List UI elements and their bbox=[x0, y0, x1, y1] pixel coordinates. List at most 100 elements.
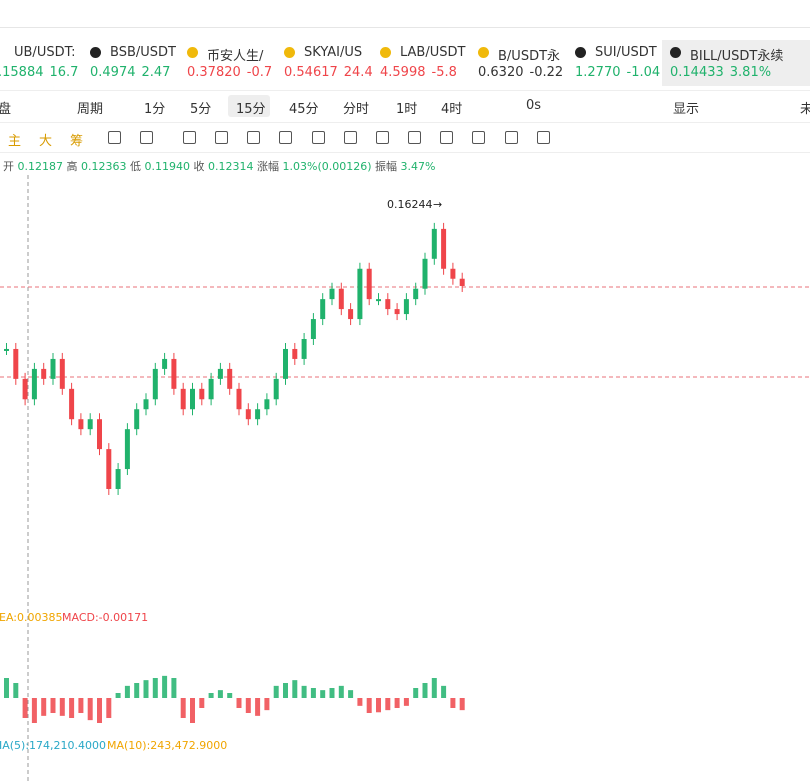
macd-bar bbox=[385, 698, 391, 711]
tool-icon[interactable] bbox=[215, 131, 228, 144]
tool-icon[interactable] bbox=[108, 131, 121, 144]
candle bbox=[217, 368, 223, 379]
toolbar-item[interactable]: 显示 bbox=[673, 102, 700, 117]
ticker-quote: 0.54617 24.4 bbox=[284, 65, 372, 80]
ma5-label: IA(5):174,210.4000 bbox=[0, 739, 106, 752]
ticker-tab[interactable]: UB/USDT: .15884 16.7 bbox=[0, 30, 86, 90]
macd-bar bbox=[376, 698, 381, 713]
ticker-change: -5.8 bbox=[431, 65, 457, 80]
macd-bar bbox=[310, 688, 316, 698]
macd-bar bbox=[301, 685, 307, 698]
ticker-tab[interactable]: SKYAI/US 0.54617 24.4 bbox=[284, 30, 372, 90]
ticker-tab[interactable]: SUI/USDT 1.2770 -1.04 bbox=[575, 30, 660, 90]
label: 收 bbox=[193, 160, 205, 173]
value: 0.12187 bbox=[17, 160, 64, 173]
macd-bar bbox=[115, 693, 121, 698]
tool-item[interactable]: 主 bbox=[8, 134, 22, 149]
value: 3.47% bbox=[400, 160, 436, 173]
ticker-name: SUI/USDT bbox=[595, 45, 657, 60]
macd-bar bbox=[152, 678, 158, 698]
candle bbox=[422, 258, 428, 289]
candle bbox=[338, 288, 344, 310]
tool-item[interactable]: 筹 bbox=[70, 134, 84, 149]
macd-bar bbox=[59, 698, 65, 716]
macd-bar bbox=[273, 685, 279, 698]
tool-item[interactable]: 大 bbox=[39, 134, 53, 149]
toolbar-item[interactable]: 分时 bbox=[343, 102, 370, 117]
ticker-name: BILL/USDT永续 bbox=[690, 49, 784, 64]
divider bbox=[0, 27, 810, 28]
tool-icon[interactable] bbox=[376, 131, 389, 144]
toolbar-item[interactable]: 0s bbox=[526, 98, 542, 113]
ticker-price: 0.4974 bbox=[90, 65, 136, 80]
tool-icon[interactable] bbox=[247, 131, 260, 144]
divider bbox=[0, 122, 810, 123]
macd-bar bbox=[366, 698, 372, 713]
tool-icon[interactable] bbox=[312, 131, 325, 144]
candle bbox=[106, 449, 112, 489]
label: 高 bbox=[66, 160, 78, 173]
candle bbox=[357, 268, 363, 320]
ticker-change: -0.7 bbox=[246, 65, 273, 80]
toolbar-item[interactable]: 周期 bbox=[77, 102, 104, 117]
macd-bar bbox=[134, 683, 140, 698]
ticker-change: 24.4 bbox=[343, 65, 372, 80]
ticker-tab[interactable]: 币安人生/0.37820 -0.7 bbox=[187, 30, 277, 90]
ohlc-info: 开 0.12187 高 0.12363 低 0.11940 收 0.12314 … bbox=[3, 158, 435, 174]
macd-bar bbox=[31, 698, 37, 723]
macd-bar bbox=[106, 698, 112, 718]
ticker-quote: 0.6320 -0.22 bbox=[478, 65, 563, 80]
candle bbox=[41, 368, 47, 379]
ticker-tab[interactable]: BILL/USDT永续 0.14433 3.81% bbox=[670, 30, 810, 90]
ticker-change: -0.22 bbox=[529, 65, 564, 80]
macd-bar bbox=[22, 698, 28, 718]
macd-bar bbox=[255, 698, 261, 716]
ticker-price: .15884 bbox=[0, 65, 44, 80]
ticker-tab[interactable]: LAB/USDT 4.5998 -5.8 bbox=[380, 30, 466, 90]
tool-icon[interactable] bbox=[537, 131, 550, 144]
macd-bar bbox=[180, 698, 186, 718]
tool-icon[interactable] bbox=[140, 131, 153, 144]
toolbar-item[interactable]: 盘 bbox=[0, 102, 12, 117]
ticker-quote: .15884 16.7 bbox=[0, 65, 78, 80]
macd-bar bbox=[450, 698, 456, 708]
macd-bar bbox=[124, 685, 130, 698]
macd-bar bbox=[422, 683, 428, 698]
candle bbox=[273, 378, 279, 400]
coin-icon bbox=[478, 47, 489, 58]
tool-icon[interactable] bbox=[440, 131, 453, 144]
macd-bar bbox=[217, 690, 223, 698]
ticker-quote: 0.14433 3.81% bbox=[670, 65, 771, 80]
candle bbox=[459, 278, 465, 286]
tool-icon[interactable] bbox=[183, 131, 196, 144]
macd-bar bbox=[264, 698, 270, 711]
ticker-tab[interactable]: BSB/USDT 0.4974 2.47 bbox=[90, 30, 180, 90]
ticker-name: 币安人生/ bbox=[207, 49, 264, 64]
tool-icon[interactable] bbox=[279, 131, 292, 144]
ticker-change: 16.7 bbox=[49, 65, 79, 80]
candle bbox=[320, 299, 326, 320]
toolbar-item[interactable]: 15分 bbox=[236, 102, 266, 117]
toolbar-item[interactable]: 5分 bbox=[190, 102, 212, 117]
toolbar-item[interactable]: 1时 bbox=[396, 102, 418, 117]
tool-icon[interactable] bbox=[344, 131, 357, 144]
ticker-tab[interactable]: B/USDT永 0.6320 -0.22 bbox=[478, 30, 566, 90]
candle bbox=[180, 388, 186, 410]
tool-icon[interactable] bbox=[408, 131, 421, 144]
toolbar-item[interactable]: 4时 bbox=[441, 102, 463, 117]
toolbar-item[interactable]: 未 bbox=[800, 102, 810, 117]
macd-bar bbox=[4, 678, 9, 698]
label: 低 bbox=[130, 160, 141, 173]
ticker-quote: 1.2770 -1.04 bbox=[575, 65, 660, 80]
macd-bar bbox=[78, 698, 84, 713]
tool-icon[interactable] bbox=[472, 131, 485, 144]
active-tab-bg bbox=[662, 40, 810, 86]
candle bbox=[329, 288, 335, 300]
toolbar-item[interactable]: 45分 bbox=[289, 102, 319, 117]
candle bbox=[376, 299, 381, 302]
tool-icon[interactable] bbox=[505, 131, 518, 144]
toolbar-item[interactable]: 1分 bbox=[144, 102, 166, 117]
ma10-label: MA(10):243,472.9000 bbox=[107, 739, 227, 752]
candle bbox=[4, 348, 9, 351]
ticker-change: -1.04 bbox=[626, 65, 661, 80]
